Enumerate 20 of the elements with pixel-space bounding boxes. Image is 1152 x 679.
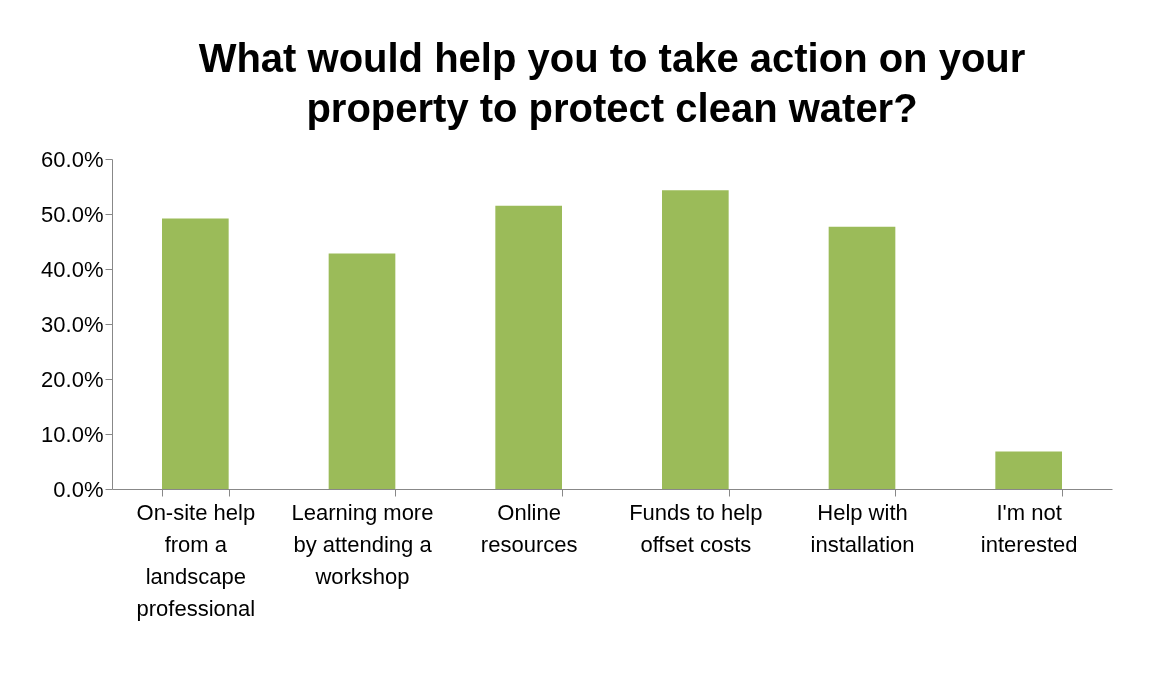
y-tick-label: 0.0% bbox=[53, 476, 104, 502]
bar bbox=[328, 253, 396, 489]
bar bbox=[828, 226, 896, 489]
bar bbox=[662, 190, 729, 489]
x-tick-label: Learning more by attending a workshop bbox=[291, 499, 434, 589]
x-tick-label: Help with installation bbox=[810, 499, 915, 557]
y-tick-label: 30.0% bbox=[41, 311, 104, 337]
y-tick-label: 10.0% bbox=[41, 421, 104, 447]
x-tick-label: On-site help from a landscape professional bbox=[136, 499, 256, 621]
bar bbox=[495, 205, 562, 489]
y-tick-label: 20.0% bbox=[41, 366, 104, 392]
x-tick-label: Online resources bbox=[480, 499, 578, 557]
bar bbox=[995, 451, 1062, 489]
chart-title: What would help you to take action on your property to protect clean water? bbox=[198, 36, 1026, 130]
x-tick-label: I'm not interested bbox=[980, 499, 1078, 557]
y-tick-label: 40.0% bbox=[41, 256, 104, 282]
y-tick-label: 60.0% bbox=[41, 146, 104, 172]
x-tick-label: Funds to help offset costs bbox=[629, 499, 763, 557]
y-tick-label: 50.0% bbox=[41, 201, 104, 227]
bar bbox=[162, 218, 229, 489]
